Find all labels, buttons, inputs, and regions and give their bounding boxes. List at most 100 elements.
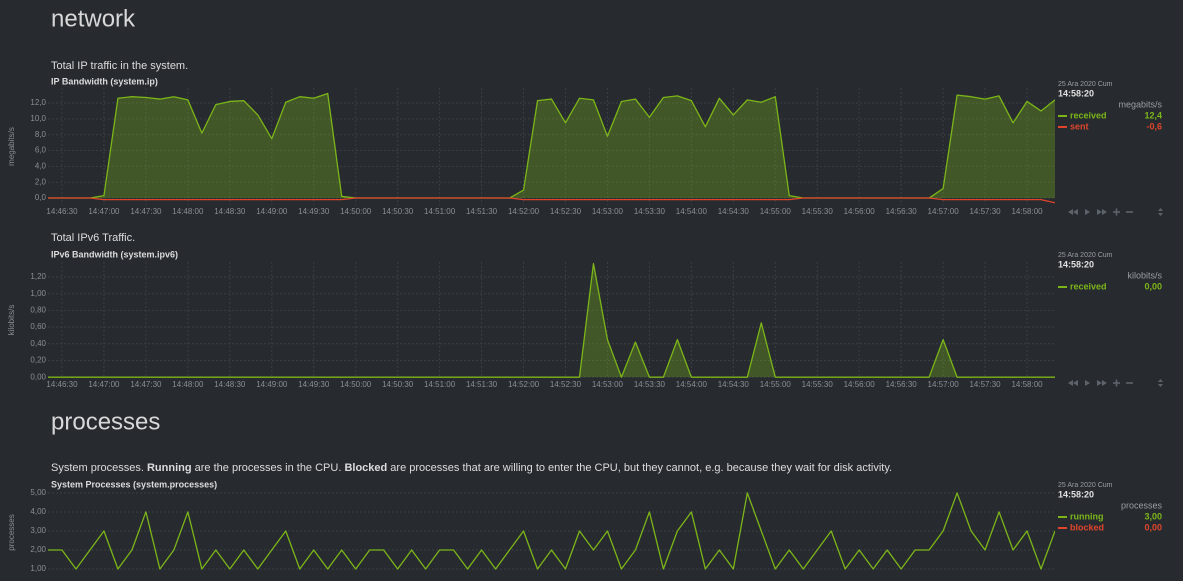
y-tick-label: 0,20 — [30, 356, 46, 365]
x-tick-label: 14:58:00 — [1011, 207, 1043, 216]
chart-toolbar — [1068, 379, 1163, 387]
section-heading: network — [51, 5, 136, 32]
x-tick-label: 14:48:00 — [172, 207, 204, 216]
x-tick-label: 14:56:00 — [844, 380, 876, 389]
y-tick-label: 8,0 — [35, 130, 47, 139]
legend-name: sent — [1070, 121, 1089, 131]
x-tick-label: 14:55:00 — [760, 380, 792, 389]
chart-toolbar — [1068, 208, 1163, 216]
y-tick-label: 0,00 — [30, 372, 46, 381]
x-tick-label: 14:52:30 — [550, 380, 582, 389]
x-tick-label: 14:50:00 — [340, 380, 372, 389]
x-tick-label: 14:47:30 — [130, 380, 162, 389]
x-tick-label: 14:47:00 — [88, 207, 120, 216]
toolbar-icon — [1158, 213, 1163, 216]
y-axis-label: kilobits/s — [7, 305, 16, 336]
x-tick-label: 14:55:00 — [760, 207, 792, 216]
area-fill — [48, 263, 1055, 378]
y-tick-label: 0,60 — [30, 322, 46, 331]
chart-title: IPv6 Bandwidth (system.ipv6) — [51, 249, 178, 259]
toolbar-icon — [1073, 380, 1078, 386]
description-part: are the processes in the CPU. — [192, 462, 345, 474]
x-tick-label: 14:54:30 — [718, 207, 750, 216]
x-tick-label: 14:48:00 — [172, 380, 204, 389]
area-fill — [48, 93, 1055, 199]
legend-value: 3,00 — [1144, 511, 1162, 521]
x-tick-label: 14:57:30 — [969, 207, 1001, 216]
toolbar-icon — [1115, 379, 1118, 387]
x-tick-label: 14:57:00 — [928, 207, 960, 216]
description-part: Total IP traffic in the system. — [51, 60, 188, 72]
toolbar-icon — [1085, 380, 1090, 386]
chart: System processes. Running are the proces… — [7, 462, 1162, 573]
y-tick-label: 1,20 — [30, 272, 46, 281]
toolbar-icon — [1073, 209, 1078, 215]
y-axis-label: megabits/s — [7, 127, 16, 166]
legend-name: received — [1070, 281, 1107, 291]
toolbar-icon — [1068, 380, 1073, 386]
x-tick-label: 14:53:30 — [634, 207, 666, 216]
legend-value: -0,6 — [1146, 121, 1162, 131]
x-tick-label: 14:54:30 — [718, 380, 750, 389]
chart-title: System Processes (system.processes) — [51, 479, 217, 489]
plot-area — [48, 92, 1055, 204]
legend-time: 14:58:20 — [1058, 489, 1094, 499]
x-tick-label: 14:51:30 — [466, 380, 498, 389]
toolbar-icon — [1068, 209, 1073, 215]
chart: Total IPv6 Traffic. IPv6 Bandwidth (syste… — [7, 232, 1162, 389]
x-tick-label: 14:57:30 — [969, 380, 1001, 389]
legend-time: 14:58:20 — [1058, 88, 1094, 98]
x-tick-label: 14:56:30 — [886, 380, 918, 389]
x-tick-label: 14:53:00 — [592, 380, 624, 389]
chart-description: Total IP traffic in the system. — [51, 60, 188, 72]
x-tick-label: 14:50:30 — [382, 380, 414, 389]
x-tick-label: 14:48:30 — [214, 207, 246, 216]
x-tick-label: 14:49:30 — [298, 207, 330, 216]
toolbar-icon — [1085, 209, 1090, 215]
description-part: Blocked — [344, 462, 387, 474]
toolbar-icon — [1102, 209, 1107, 215]
y-tick-label: 12,0 — [30, 98, 46, 107]
plot-area — [48, 492, 1055, 570]
x-tick-label: 14:56:00 — [844, 207, 876, 216]
description-part: Running — [147, 462, 192, 474]
y-tick-label: 10,0 — [30, 114, 46, 123]
series-line — [48, 492, 1055, 570]
legend-units: kilobits/s — [1127, 270, 1162, 280]
y-tick-label: 0,80 — [30, 306, 46, 315]
x-tick-label: 14:49:00 — [256, 207, 288, 216]
legend-time: 14:58:20 — [1058, 259, 1094, 269]
x-tick-label: 14:55:30 — [802, 380, 834, 389]
legend-value: 0,00 — [1144, 522, 1162, 532]
chart-description: Total IPv6 Traffic. — [51, 232, 135, 244]
y-tick-label: 0,0 — [35, 193, 47, 202]
y-tick-label: 2,0 — [35, 177, 47, 186]
x-tick-label: 14:46:30 — [46, 207, 78, 216]
x-tick-label: 14:48:30 — [214, 380, 246, 389]
legend-name: received — [1070, 110, 1107, 120]
legend-date: 25 Ara 2020 Cum — [1058, 252, 1113, 259]
description-part: Total IPv6 Traffic. — [51, 232, 135, 244]
legend-value: 0,00 — [1144, 281, 1162, 291]
description-part: System processes. — [51, 462, 147, 474]
legend-date: 25 Ara 2020 Cum — [1058, 81, 1113, 88]
x-tick-label: 14:50:00 — [340, 207, 372, 216]
x-tick-label: 14:54:00 — [676, 207, 708, 216]
x-tick-label: 14:49:30 — [298, 380, 330, 389]
x-tick-label: 14:56:30 — [886, 207, 918, 216]
toolbar-icon — [1115, 208, 1118, 216]
toolbar-icon — [1158, 208, 1163, 211]
legend-value: 12,4 — [1144, 110, 1162, 120]
chart-title: IP Bandwidth (system.ip) — [51, 76, 158, 86]
x-tick-label: 14:46:30 — [46, 380, 78, 389]
x-tick-label: 14:52:30 — [550, 207, 582, 216]
toolbar-icon — [1158, 384, 1163, 387]
legend-name: blocked — [1070, 522, 1104, 532]
x-tick-label: 14:51:30 — [466, 207, 498, 216]
x-tick-label: 14:53:00 — [592, 207, 624, 216]
toolbar-icon — [1097, 380, 1102, 386]
description-part: are processes that are willing to enter … — [387, 462, 892, 474]
y-tick-label: 4,00 — [30, 507, 46, 516]
x-tick-label: 14:53:30 — [634, 380, 666, 389]
